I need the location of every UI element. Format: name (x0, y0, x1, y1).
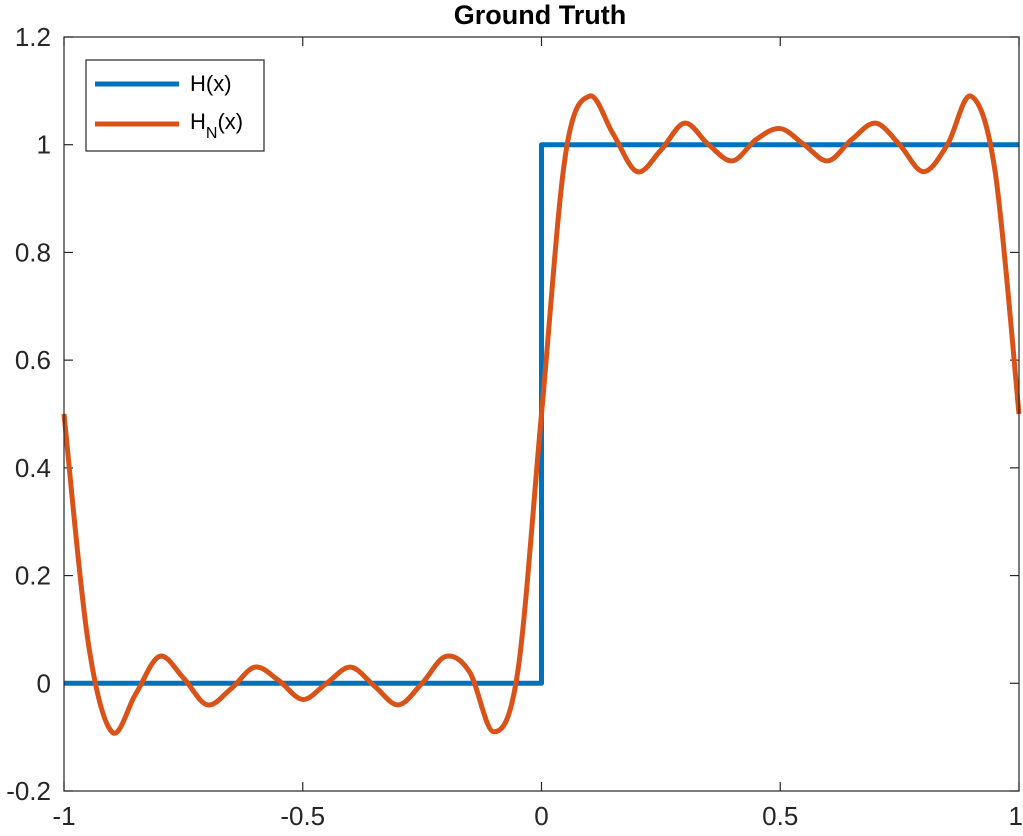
legend-entry-h-main: H (190, 71, 206, 96)
chart-title: Ground Truth (454, 0, 626, 30)
y-tick-label: 0.4 (15, 453, 51, 483)
y-tick-label: 0 (37, 668, 51, 698)
x-tick-label: -0.5 (280, 801, 325, 831)
tick-label-layer: -1 -0.5 0 0.5 1 -0.2 0 0.2 0.4 0.6 0.8 1 1.2 (6, 22, 1023, 831)
x-tick-label: 0.5 (762, 801, 798, 831)
legend-entry-hn-suffix: (x) (217, 109, 243, 134)
legend-entry-h: H(x) (190, 71, 232, 96)
y-tick-label: -0.2 (6, 776, 51, 806)
legend-entry-hn-main: H (190, 109, 206, 134)
x-tick-label: 0 (534, 801, 548, 831)
legend-entry-h-suffix: (x) (206, 71, 232, 96)
series-line-hn (61, 93, 1022, 736)
y-tick-label: 1.2 (15, 22, 51, 52)
legend: H(x) HN(x) (85, 59, 265, 152)
y-tick-label: 0.6 (15, 345, 51, 375)
y-tick-label: 0.8 (15, 237, 51, 267)
legend-entry-hn: HN(x) (190, 109, 243, 142)
x-tick-label: 1 (1009, 801, 1023, 831)
y-tick-label: 1 (37, 130, 51, 160)
legend-entry-hn-subscript: N (206, 125, 218, 142)
axes-frame (63, 36, 1020, 792)
x-tick-label: -1 (52, 801, 75, 831)
y-tick-label: 0.2 (15, 561, 51, 591)
legend-box (85, 59, 265, 152)
series-layer (61, 93, 1022, 736)
